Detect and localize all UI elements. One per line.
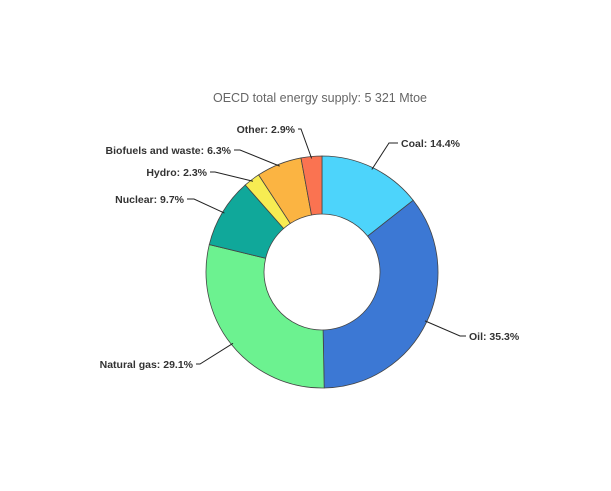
leader-line-biofuels-and-waste (234, 149, 280, 167)
leader-line-natural-gas (196, 342, 234, 365)
leader-line-nuclear (187, 198, 225, 214)
leader-line-coal (371, 142, 398, 170)
slice-natural-gas[interactable] (205, 244, 325, 389)
slice-label-hydro: Hydro: 2.3% (146, 167, 207, 179)
donut-slices (205, 155, 439, 389)
slice-labels: Coal: 14.4% Oil: 35.3% Natural gas: 29.1% N… (100, 124, 520, 371)
slice-other[interactable] (300, 155, 323, 216)
slice-label-oil: Oil: 35.3% (469, 331, 520, 343)
slice-label-coal: Coal: 14.4% (401, 138, 461, 150)
slice-oil[interactable] (322, 199, 439, 389)
leader-lines (187, 128, 466, 365)
slice-label-natural-gas: Natural gas: 29.1% (100, 359, 194, 371)
slice-label-other: Other: 2.9% (237, 124, 296, 136)
leader-line-oil (424, 320, 466, 337)
chart-title: OECD total energy supply: 5 321 Mtoe (213, 91, 427, 105)
slice-label-biofuels-and-waste: Biofuels and waste: 6.3% (106, 145, 232, 157)
leader-line-hydro (210, 171, 254, 182)
slice-label-nuclear: Nuclear: 9.7% (115, 194, 185, 206)
leader-line-other (298, 128, 313, 159)
